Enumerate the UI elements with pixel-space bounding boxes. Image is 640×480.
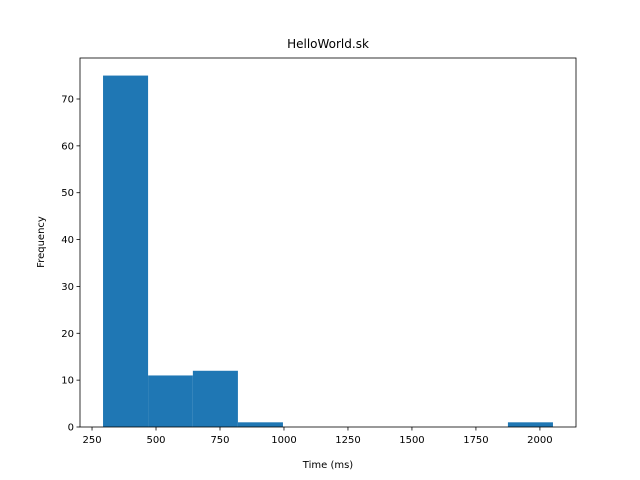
x-tick-label: 250 bbox=[82, 435, 101, 446]
x-tick-label: 1250 bbox=[335, 435, 360, 446]
y-tick-label: 70 bbox=[61, 95, 74, 106]
chart-title: HelloWorld.sk bbox=[287, 37, 369, 51]
x-tick-label: 500 bbox=[146, 435, 165, 446]
y-tick-label: 10 bbox=[61, 376, 74, 387]
bar bbox=[237, 422, 283, 427]
y-tick-label: 60 bbox=[61, 141, 74, 152]
plot-frame bbox=[79, 57, 577, 428]
x-tick-label: 1000 bbox=[271, 435, 296, 446]
x-tick-label: 1750 bbox=[463, 435, 488, 446]
y-axis-label: Frequency bbox=[36, 216, 47, 268]
y-tick-label: 50 bbox=[61, 188, 74, 199]
x-tick-label: 2000 bbox=[527, 435, 552, 446]
x-tick-label: 1500 bbox=[399, 435, 424, 446]
y-tick-label: 40 bbox=[61, 235, 74, 246]
x-axis-label: Time (ms) bbox=[302, 460, 354, 471]
bar bbox=[103, 75, 149, 428]
x-tick-label: 750 bbox=[210, 435, 229, 446]
bar bbox=[507, 422, 553, 427]
bar bbox=[192, 370, 238, 427]
bar bbox=[148, 375, 193, 427]
y-tick-label: 30 bbox=[61, 282, 74, 293]
y-tick-label: 0 bbox=[68, 423, 74, 434]
y-tick-label: 20 bbox=[61, 329, 74, 340]
